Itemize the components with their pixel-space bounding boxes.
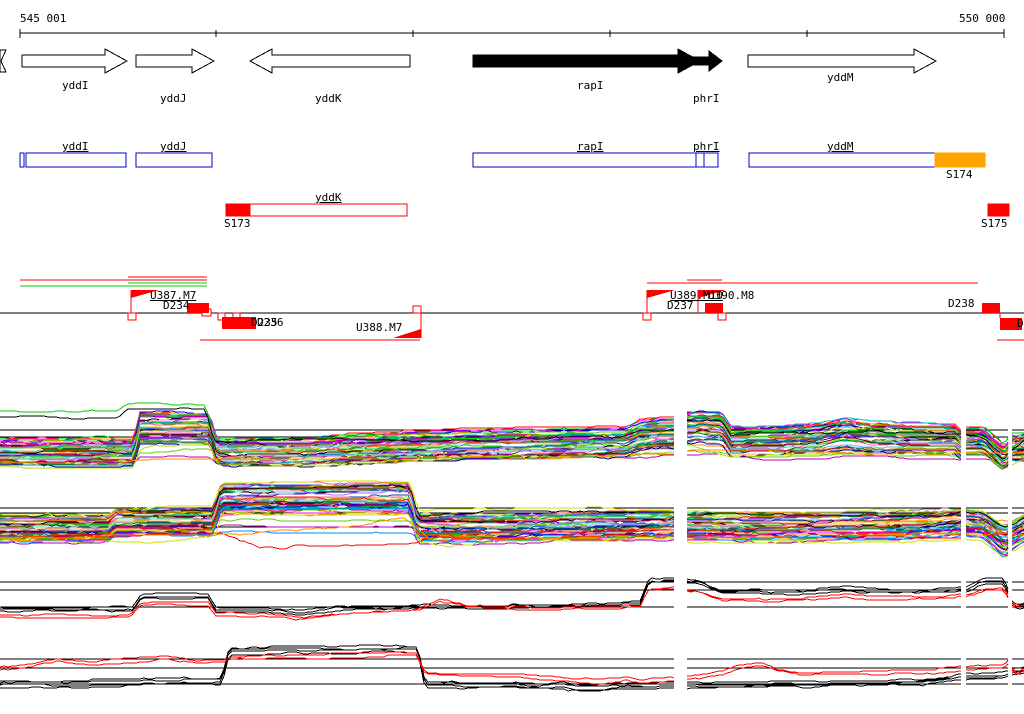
signal-line [0,415,1024,453]
signal-line [0,432,1024,467]
gene-arrow-rapI[interactable] [472,48,702,74]
signal-line [0,496,1024,546]
signal-envelope-line [0,484,1024,528]
transcript-filled-box[interactable] [982,303,1000,313]
cds-label-rapI: rapI [577,140,604,153]
signal-line [0,507,1024,557]
signal-line [0,486,1024,541]
transcript-label-D236: D236 [257,316,284,329]
cds-label-yddI: yddI [62,140,89,153]
cds-box-0[interactable] [19,152,25,168]
gene-label-phrI: phrI [693,92,720,105]
transcript-label-U387.M7: U387.M7 [150,289,197,302]
segment-label-S175: S175 [981,217,1008,230]
segment-box-S174[interactable] [934,152,986,168]
signal-line [0,437,1024,470]
gene-label-yddI: yddI [62,79,89,92]
gene-label-yddK: yddK [315,92,342,105]
signal-line [0,511,1024,545]
ruler-end-label: 550 000 [959,12,1006,25]
segment-label-yddK: yddK [315,191,342,204]
segment-label-S174: S174 [946,168,973,181]
gene-label-yddJ: yddJ [160,92,187,105]
transcript-flag[interactable] [393,329,421,338]
cds-box-yddJ[interactable] [135,152,213,168]
signal-line [0,421,1024,451]
segment-box-S173[interactable] [225,203,251,217]
transcript-open-box[interactable] [217,312,226,321]
signal-line [0,651,1024,681]
transcript-label-U390.M8: U390.M8 [708,289,755,302]
signal-line [0,580,1024,616]
transcript-open-box[interactable] [412,305,422,314]
gene-arrow-yddM[interactable] [747,48,938,74]
gene-arrow-stub[interactable] [0,49,7,73]
cds-box-phrI[interactable] [703,152,719,168]
signal-line [0,648,1024,691]
gene-arrow-yddK[interactable] [248,48,411,74]
cds-box-yddI[interactable] [25,152,127,168]
segment-box-S175[interactable] [987,203,1010,217]
gene-arrow-yddJ[interactable] [135,48,216,74]
signal-line [0,423,1024,462]
transcript-filled-box[interactable] [222,317,256,329]
transcript-label-U389.M10: U389.M10 [670,289,723,302]
signal-line [0,654,1024,685]
signal-line [0,435,1024,466]
transcript-flag[interactable] [698,290,726,298]
signal-line [0,418,1024,456]
transcript-label-D238: D238 [948,297,975,310]
signal-line [0,577,1024,611]
gene-arrow-yddI[interactable] [21,48,129,74]
cds-label-yddJ: yddJ [160,140,187,153]
transcript-open-box[interactable] [642,312,652,321]
signal-line [0,650,1024,692]
signal-line [0,497,1024,541]
transcript-filled-box[interactable] [187,303,209,313]
cds-label-phrI: phrI [693,140,720,153]
signal-envelope-line [0,511,1024,558]
signal-envelope-line [0,517,1024,542]
segment-label-S173: S173 [224,217,251,230]
gene-label-rapI: rapI [577,79,604,92]
signal-line [0,501,1024,543]
signal-line [0,646,1024,688]
transcript-filled-box[interactable] [1000,318,1022,330]
transcript-filled-box[interactable] [705,303,723,313]
gene-arrow-phrI[interactable] [689,49,723,73]
signal-line [0,644,1024,686]
ruler-start-label: 545 001 [20,12,67,25]
signal-line [0,588,1024,621]
transcript-label-D235: D235 [251,316,278,329]
transcript-flag[interactable] [647,290,675,298]
cds-label-yddM: yddM [827,140,854,153]
transcript-label-D239: D239 [1017,317,1024,330]
signal-line [0,421,1024,462]
signal-envelope-line [0,443,1024,469]
signal-envelope-line [0,480,1024,527]
signal-line [0,579,1024,614]
transcript-open-box[interactable] [127,312,137,321]
signal-line [0,484,1024,531]
gene-label-yddM: yddM [827,71,854,84]
transcript-label-D237: D237 [667,299,694,312]
transcript-flag[interactable] [131,290,159,298]
transcript-label-U388.M7: U388.M7 [356,321,403,334]
signal-envelope-line [0,449,1024,465]
signal-line [0,503,1024,551]
signal-envelope-line [0,407,1024,456]
transcript-label-D234: D234 [163,299,190,312]
